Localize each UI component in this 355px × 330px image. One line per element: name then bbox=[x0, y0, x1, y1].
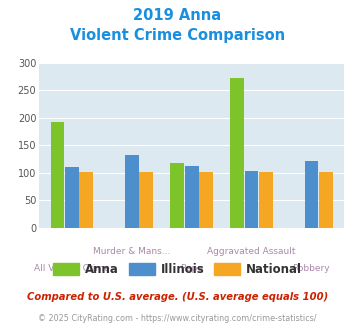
Bar bbox=[319, 172, 333, 228]
Text: Compared to U.S. average. (U.S. average equals 100): Compared to U.S. average. (U.S. average … bbox=[27, 292, 328, 302]
Bar bbox=[245, 171, 258, 228]
Bar bbox=[259, 172, 273, 228]
Text: © 2025 CityRating.com - https://www.cityrating.com/crime-statistics/: © 2025 CityRating.com - https://www.city… bbox=[38, 314, 317, 323]
Text: Robbery: Robbery bbox=[293, 264, 330, 273]
Bar bbox=[139, 172, 153, 228]
Text: Violent Crime Comparison: Violent Crime Comparison bbox=[70, 28, 285, 43]
Bar bbox=[51, 121, 65, 228]
Bar bbox=[170, 163, 184, 228]
Bar bbox=[199, 172, 213, 228]
Text: Rape: Rape bbox=[180, 264, 203, 273]
Bar bbox=[185, 166, 198, 228]
Text: All Violent Crime: All Violent Crime bbox=[34, 264, 110, 273]
Bar bbox=[80, 172, 93, 228]
Bar bbox=[305, 161, 318, 228]
Text: Aggravated Assault: Aggravated Assault bbox=[207, 247, 296, 256]
Text: 2019 Anna: 2019 Anna bbox=[133, 8, 222, 23]
Bar bbox=[230, 78, 244, 228]
Bar bbox=[65, 167, 79, 228]
Bar bbox=[125, 155, 139, 228]
Text: Murder & Mans...: Murder & Mans... bbox=[93, 247, 170, 256]
Legend: Anna, Illinois, National: Anna, Illinois, National bbox=[49, 258, 306, 281]
